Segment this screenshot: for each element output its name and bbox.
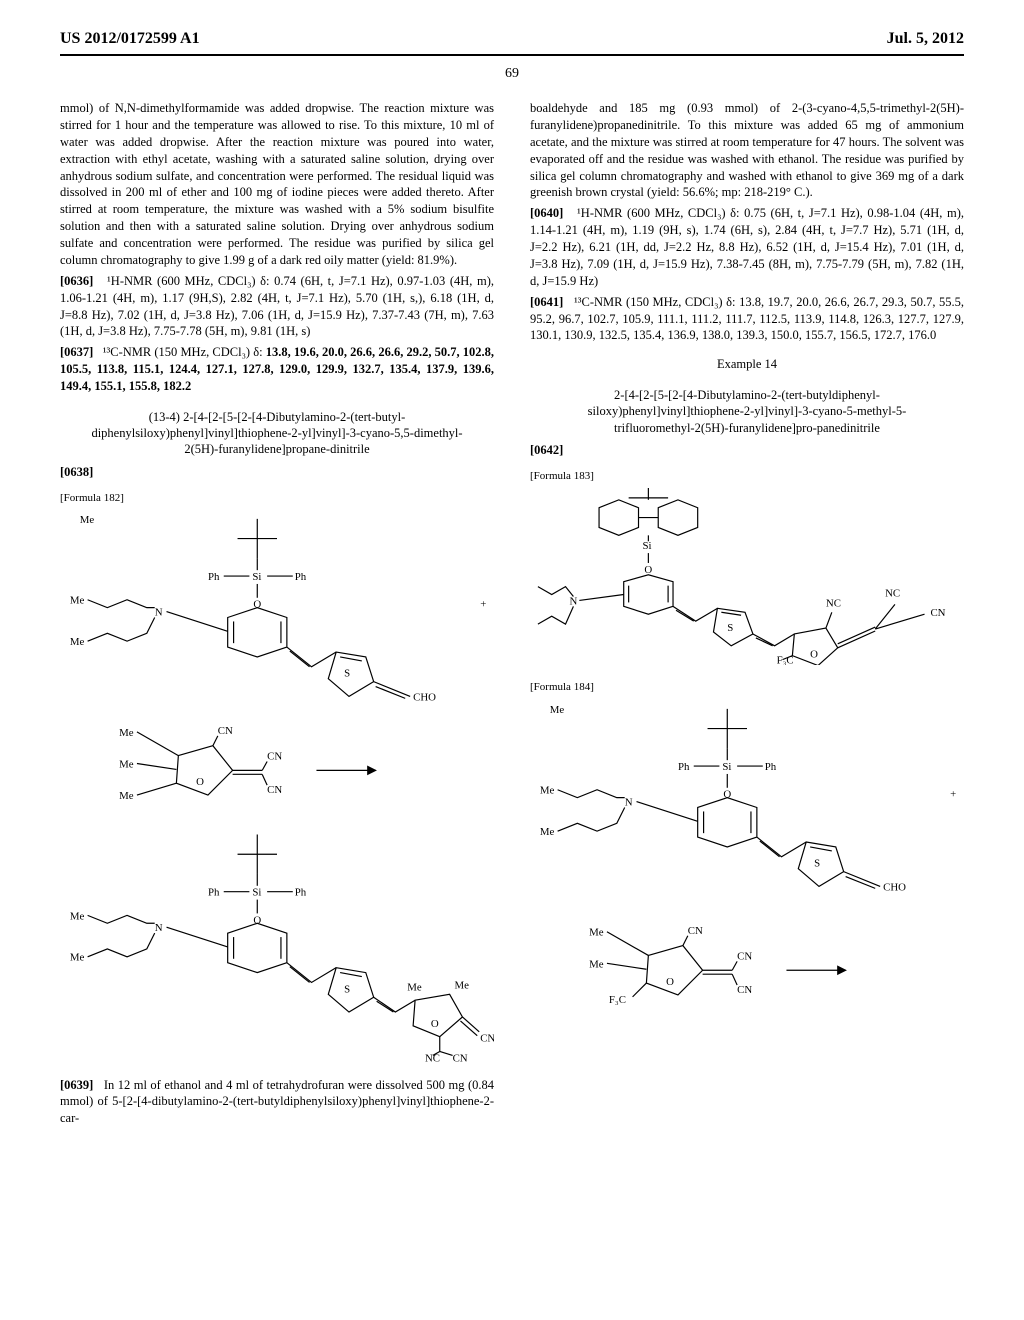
svg-text:Me: Me <box>70 595 85 607</box>
formula-184-structure: Me Ph Si Ph O N Me <box>530 699 964 1039</box>
svg-text:O: O <box>644 563 652 575</box>
svg-text:Si: Si <box>252 571 261 583</box>
svg-text:Ph: Ph <box>208 887 220 899</box>
svg-text:Me: Me <box>550 704 565 716</box>
svg-text:Ph: Ph <box>295 887 307 899</box>
svg-text:CN: CN <box>267 751 282 763</box>
left-continuation-paragraph: mmol) of N,N-dimethylformamide was added… <box>60 100 494 269</box>
paragraph-0636: [0636] ¹H-NMR (600 MHz, CDCl₃) δ: 0.74 (… <box>60 273 494 341</box>
example-14-label: Example 14 <box>530 356 964 373</box>
svg-text:Me: Me <box>589 958 604 970</box>
svg-text:Ph: Ph <box>295 571 307 583</box>
svg-text:CN: CN <box>688 925 703 937</box>
paragraph-0641: [0641] ¹³C-NMR (150 MHz, CDCl₃) δ: 13.8,… <box>530 294 964 345</box>
svg-text:NC: NC <box>826 597 841 609</box>
para-num-0641: [0641] <box>530 295 563 309</box>
svg-text:CN: CN <box>737 950 752 962</box>
svg-text:N: N <box>155 607 163 619</box>
para-0640-text: ¹H-NMR (600 MHz, CDCl₃) δ: 0.75 (6H, t, … <box>530 206 964 288</box>
svg-text:NC: NC <box>885 587 900 599</box>
svg-text:Me: Me <box>540 826 555 838</box>
formula-184-label: [Formula 184] <box>530 680 964 695</box>
paragraph-0639: [0639] In 12 ml of ethanol and 4 ml of t… <box>60 1077 494 1128</box>
para-0639-text: In 12 ml of ethanol and 4 ml of tetrahyd… <box>60 1078 494 1126</box>
para-num-0636: [0636] <box>60 274 93 288</box>
svg-text:O: O <box>196 777 204 789</box>
svg-text:CHO: CHO <box>883 881 906 893</box>
svg-text:Si: Si <box>642 540 651 552</box>
svg-text:Me: Me <box>407 982 422 994</box>
left-column: mmol) of N,N-dimethylformamide was added… <box>60 100 494 1131</box>
svg-text:Me: Me <box>540 785 555 797</box>
para-0641-text: ¹³C-NMR (150 MHz, CDCl₃) δ: 13.8, 19.7, … <box>530 295 964 343</box>
svg-text:S: S <box>344 668 350 680</box>
svg-text:Me: Me <box>70 636 85 648</box>
paragraph-0638: [0638] <box>60 464 494 481</box>
chem-structure-183: Si O N <box>530 488 964 666</box>
svg-text:NC: NC <box>425 1053 440 1062</box>
chem-structure-184: Me Ph Si Ph O N Me <box>530 699 964 1034</box>
svg-text:O: O <box>666 976 674 988</box>
formula-182-label: [Formula 182] <box>60 491 494 506</box>
svg-text:CN: CN <box>737 984 752 996</box>
paragraph-0642: [0642] <box>530 442 964 459</box>
svg-text:Ph: Ph <box>765 761 777 773</box>
svg-text:Ph: Ph <box>208 571 220 583</box>
svg-text:CN: CN <box>218 725 233 737</box>
svg-text:CN: CN <box>453 1053 468 1062</box>
svg-text:+: + <box>480 599 486 611</box>
svg-text:O: O <box>431 1018 439 1030</box>
patent-date: Jul. 5, 2012 <box>887 30 964 48</box>
svg-text:Me: Me <box>70 952 85 964</box>
svg-text:CN: CN <box>267 784 282 796</box>
formula-183-label: [Formula 183] <box>530 469 964 484</box>
svg-text:S: S <box>814 858 820 870</box>
para-0637-pre: ¹³C-NMR (150 MHz, CDCl₃) δ: <box>103 345 266 359</box>
para-0636-text: ¹H-NMR (600 MHz, CDCl₃) δ: 0.74 (6H, t, … <box>60 274 494 339</box>
svg-text:CHO: CHO <box>413 692 436 704</box>
svg-text:Me: Me <box>119 790 134 802</box>
compound-14-title: 2-[4-[2-[5-[2-[4-Dibutylamino-2-(tert-bu… <box>550 387 944 436</box>
formula-182-structure: Me Ph Si Ph O <box>60 509 494 1066</box>
para-num-0642: [0642] <box>530 443 563 457</box>
svg-text:Me: Me <box>119 759 134 771</box>
svg-text:Me: Me <box>119 727 134 739</box>
para-num-0638: [0638] <box>60 465 93 479</box>
patent-header: US 2012/0172599 A1 Jul. 5, 2012 <box>60 30 964 48</box>
compound-13-4-title: (13-4) 2-[4-[2-[5-[2-[4-Dibutylamino-2-(… <box>80 409 474 458</box>
svg-text:Me: Me <box>70 911 85 923</box>
svg-text:O: O <box>810 648 818 660</box>
svg-text:F₃C: F₃C <box>609 994 626 1006</box>
svg-text:Si: Si <box>252 887 261 899</box>
svg-text:Me: Me <box>589 927 604 939</box>
para-num-0640: [0640] <box>530 206 563 220</box>
svg-text:S: S <box>727 622 733 634</box>
chem-structure-182: Me Ph Si Ph O <box>60 509 494 1061</box>
paragraph-0637: [0637] ¹³C-NMR (150 MHz, CDCl₃) δ: 13.8,… <box>60 344 494 395</box>
header-rule <box>60 54 964 56</box>
page-number: 69 <box>60 66 964 82</box>
para-num-0637: [0637] <box>60 345 93 359</box>
svg-text:Si: Si <box>722 761 731 773</box>
svg-text:N: N <box>569 595 577 607</box>
svg-text:S: S <box>344 984 350 996</box>
svg-text:N: N <box>155 923 163 935</box>
svg-text:CN: CN <box>930 607 945 619</box>
two-column-body: mmol) of N,N-dimethylformamide was added… <box>60 100 964 1131</box>
formula-183-structure: Si O N <box>530 488 964 670</box>
right-column: boaldehyde and 185 mg (0.93 mmol) of 2-(… <box>530 100 964 1131</box>
patent-number: US 2012/0172599 A1 <box>60 30 200 48</box>
svg-text:CN: CN <box>480 1033 494 1045</box>
svg-text:+: + <box>950 788 956 800</box>
para-num-0639: [0639] <box>60 1078 93 1092</box>
svg-text:Me: Me <box>80 514 95 526</box>
svg-text:N: N <box>625 796 633 808</box>
right-continuation-paragraph: boaldehyde and 185 mg (0.93 mmol) of 2-(… <box>530 100 964 201</box>
svg-text:Ph: Ph <box>678 761 690 773</box>
svg-text:Me: Me <box>455 980 470 992</box>
paragraph-0640: [0640] ¹H-NMR (600 MHz, CDCl₃) δ: 0.75 (… <box>530 205 964 289</box>
